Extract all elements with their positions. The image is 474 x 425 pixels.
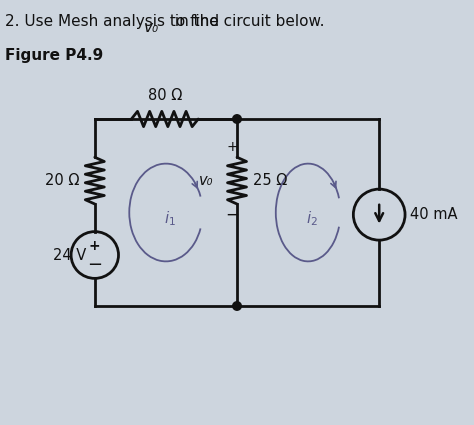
Text: 24 V: 24 V <box>53 247 86 263</box>
Text: $i_1$: $i_1$ <box>164 210 176 228</box>
Text: v₀: v₀ <box>199 173 213 188</box>
Text: 80 Ω: 80 Ω <box>148 88 182 103</box>
Text: 40 mA: 40 mA <box>410 207 458 222</box>
Circle shape <box>233 302 241 310</box>
Text: +: + <box>89 239 100 252</box>
Text: 2. Use Mesh analysis to find: 2. Use Mesh analysis to find <box>5 14 224 29</box>
Text: −: − <box>87 256 102 274</box>
Text: in the circuit below.: in the circuit below. <box>170 14 325 29</box>
Text: −: − <box>225 206 239 224</box>
Text: $i_2$: $i_2$ <box>307 210 319 228</box>
Text: 25 Ω: 25 Ω <box>254 173 288 188</box>
Text: Figure P4.9: Figure P4.9 <box>5 48 103 63</box>
Text: v₀: v₀ <box>145 20 159 35</box>
Circle shape <box>233 115 241 123</box>
Text: 20 Ω: 20 Ω <box>46 173 80 188</box>
Text: +: + <box>226 140 237 153</box>
